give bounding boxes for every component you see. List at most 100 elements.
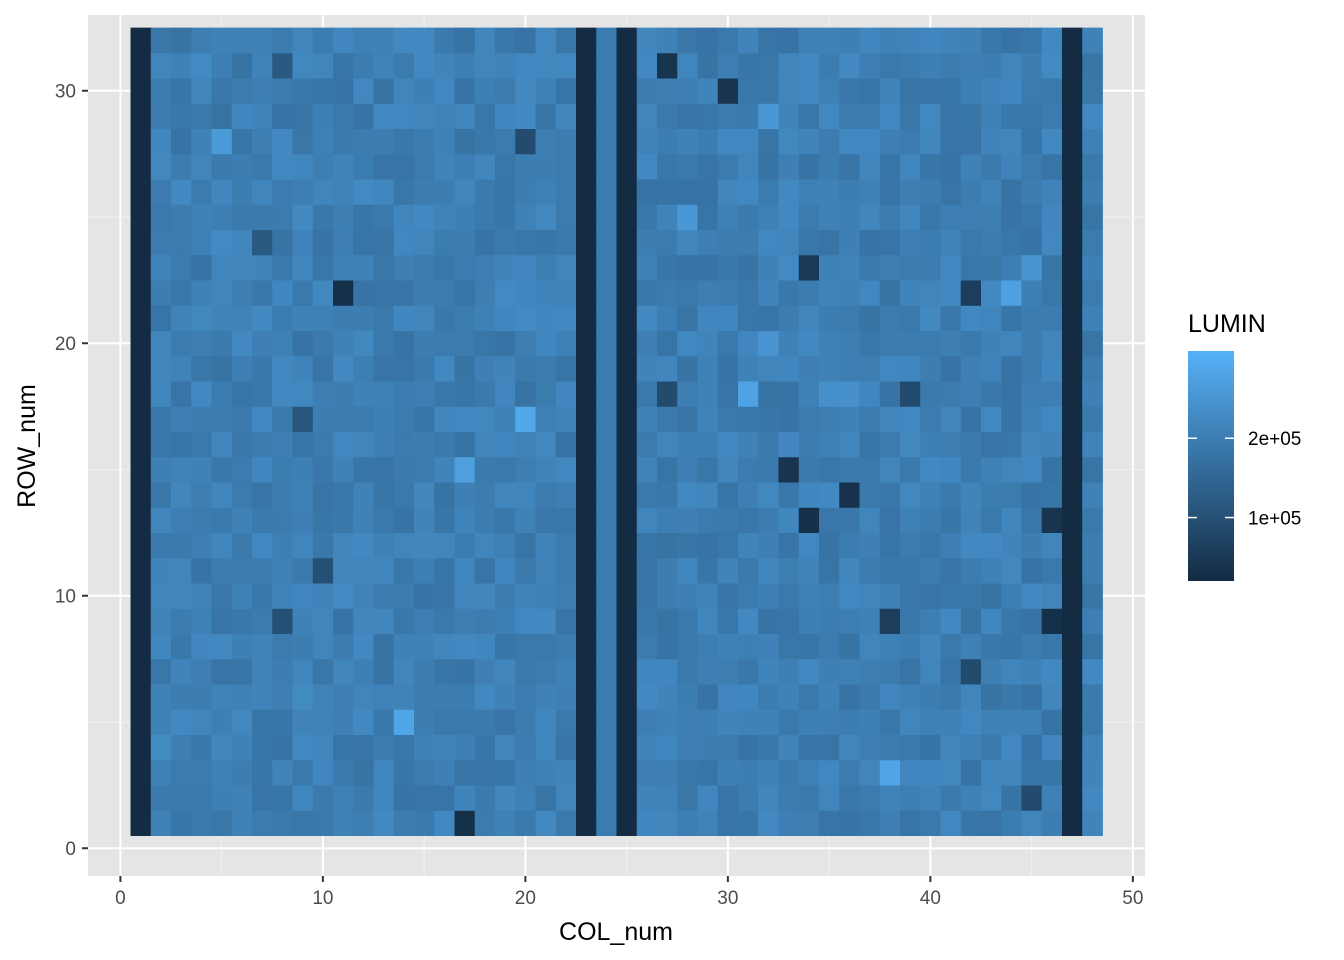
heatmap-tile bbox=[292, 52, 314, 79]
heatmap-tile bbox=[474, 103, 496, 130]
heatmap-tile bbox=[656, 330, 678, 357]
heatmap-tile bbox=[798, 557, 820, 584]
heatmap-tile bbox=[798, 759, 820, 786]
heatmap-tile bbox=[130, 482, 152, 508]
heatmap-tile bbox=[495, 456, 516, 483]
heatmap-tile bbox=[353, 482, 374, 508]
heatmap-tile bbox=[798, 709, 820, 736]
heatmap-tile bbox=[758, 153, 779, 180]
heatmap-tile bbox=[859, 557, 881, 584]
heatmap-tile bbox=[373, 456, 395, 483]
heatmap-tile bbox=[130, 27, 152, 54]
heatmap-tile bbox=[171, 633, 192, 660]
heatmap-tile bbox=[312, 456, 334, 483]
heatmap-tile bbox=[535, 810, 557, 837]
heatmap-tile bbox=[393, 785, 415, 811]
heatmap-tile bbox=[596, 355, 617, 382]
heatmap-tile bbox=[292, 280, 314, 306]
heatmap-tile bbox=[616, 785, 638, 811]
heatmap-tile bbox=[373, 128, 395, 155]
y-tick-label: 30 bbox=[55, 82, 76, 103]
heatmap-tile bbox=[576, 658, 597, 685]
heatmap-tile bbox=[616, 330, 638, 357]
heatmap-tile bbox=[859, 52, 881, 79]
heatmap-tile bbox=[1082, 406, 1103, 433]
heatmap-tile bbox=[353, 633, 374, 660]
heatmap-tile bbox=[737, 785, 759, 811]
heatmap-tile bbox=[859, 456, 881, 483]
heatmap-tile bbox=[373, 608, 395, 635]
heatmap-tile bbox=[778, 27, 800, 54]
heatmap-tile bbox=[272, 709, 293, 736]
heatmap-tile bbox=[656, 734, 678, 761]
heatmap-tile bbox=[859, 532, 881, 559]
heatmap-tile bbox=[758, 532, 779, 559]
heatmap-tile bbox=[1021, 27, 1043, 54]
heatmap-tile bbox=[211, 759, 233, 786]
heatmap-tile bbox=[980, 128, 1002, 155]
heatmap-tile bbox=[191, 103, 212, 130]
heatmap-tile bbox=[171, 204, 192, 231]
heatmap-tile bbox=[737, 280, 759, 306]
heatmap-tile bbox=[150, 684, 172, 710]
heatmap-tile bbox=[656, 507, 678, 534]
heatmap-tile bbox=[292, 128, 314, 155]
heatmap-tile bbox=[373, 759, 395, 786]
heatmap-tile bbox=[414, 583, 435, 609]
heatmap-tile bbox=[454, 456, 476, 483]
heatmap-tile bbox=[879, 583, 901, 609]
heatmap-tile bbox=[353, 709, 374, 736]
heatmap-tile bbox=[434, 381, 455, 407]
heatmap-tile bbox=[940, 456, 962, 483]
heatmap-tile bbox=[393, 406, 415, 433]
heatmap-tile bbox=[515, 557, 536, 584]
heatmap-tile bbox=[778, 810, 800, 837]
heatmap-tile bbox=[515, 658, 536, 685]
heatmap-tile bbox=[515, 153, 536, 180]
heatmap-tile bbox=[677, 810, 698, 837]
heatmap-tile bbox=[879, 204, 901, 231]
heatmap-tile bbox=[636, 128, 658, 155]
heatmap-tile bbox=[495, 658, 516, 685]
heatmap-tile bbox=[474, 507, 496, 534]
heatmap-tile bbox=[1021, 507, 1043, 534]
heatmap-tile bbox=[576, 507, 597, 534]
heatmap-tile bbox=[960, 583, 982, 609]
heatmap-tile bbox=[1082, 431, 1103, 458]
heatmap-tile bbox=[353, 583, 374, 609]
heatmap-tile bbox=[495, 431, 516, 458]
heatmap-tile bbox=[677, 658, 698, 685]
heatmap-tile bbox=[778, 305, 800, 332]
heatmap-tile bbox=[312, 305, 334, 332]
heatmap-tile bbox=[1082, 254, 1103, 281]
heatmap-tile bbox=[252, 128, 273, 155]
heatmap-tile bbox=[434, 330, 455, 357]
heatmap-tile bbox=[839, 254, 860, 281]
heatmap-tile bbox=[879, 355, 901, 382]
heatmap-tile bbox=[1021, 759, 1043, 786]
heatmap-tile bbox=[1082, 52, 1103, 79]
y-tick-label: 20 bbox=[55, 334, 76, 355]
x-tick-label: 40 bbox=[920, 888, 941, 909]
heatmap-tile bbox=[758, 431, 779, 458]
heatmap-tile bbox=[1082, 709, 1103, 736]
heatmap-tile bbox=[899, 27, 921, 54]
heatmap-tile bbox=[150, 557, 172, 584]
heatmap-tile bbox=[737, 229, 759, 256]
heatmap-tile bbox=[150, 633, 172, 660]
heatmap-tile bbox=[333, 658, 354, 685]
heatmap-tile bbox=[1021, 179, 1043, 205]
heatmap-tile bbox=[454, 128, 476, 155]
heatmap-tile bbox=[839, 78, 860, 104]
heatmap-tile bbox=[211, 27, 233, 54]
heatmap-tile bbox=[272, 27, 293, 54]
heatmap-tile bbox=[130, 406, 152, 433]
heatmap-tile bbox=[252, 557, 273, 584]
heatmap-tile bbox=[1021, 431, 1043, 458]
heatmap-tile bbox=[1041, 608, 1063, 635]
heatmap-tile bbox=[191, 280, 212, 306]
heatmap-tile bbox=[130, 254, 152, 281]
heatmap-tile bbox=[798, 27, 820, 54]
heatmap-tile bbox=[879, 532, 901, 559]
heatmap-tiles bbox=[130, 27, 1103, 837]
